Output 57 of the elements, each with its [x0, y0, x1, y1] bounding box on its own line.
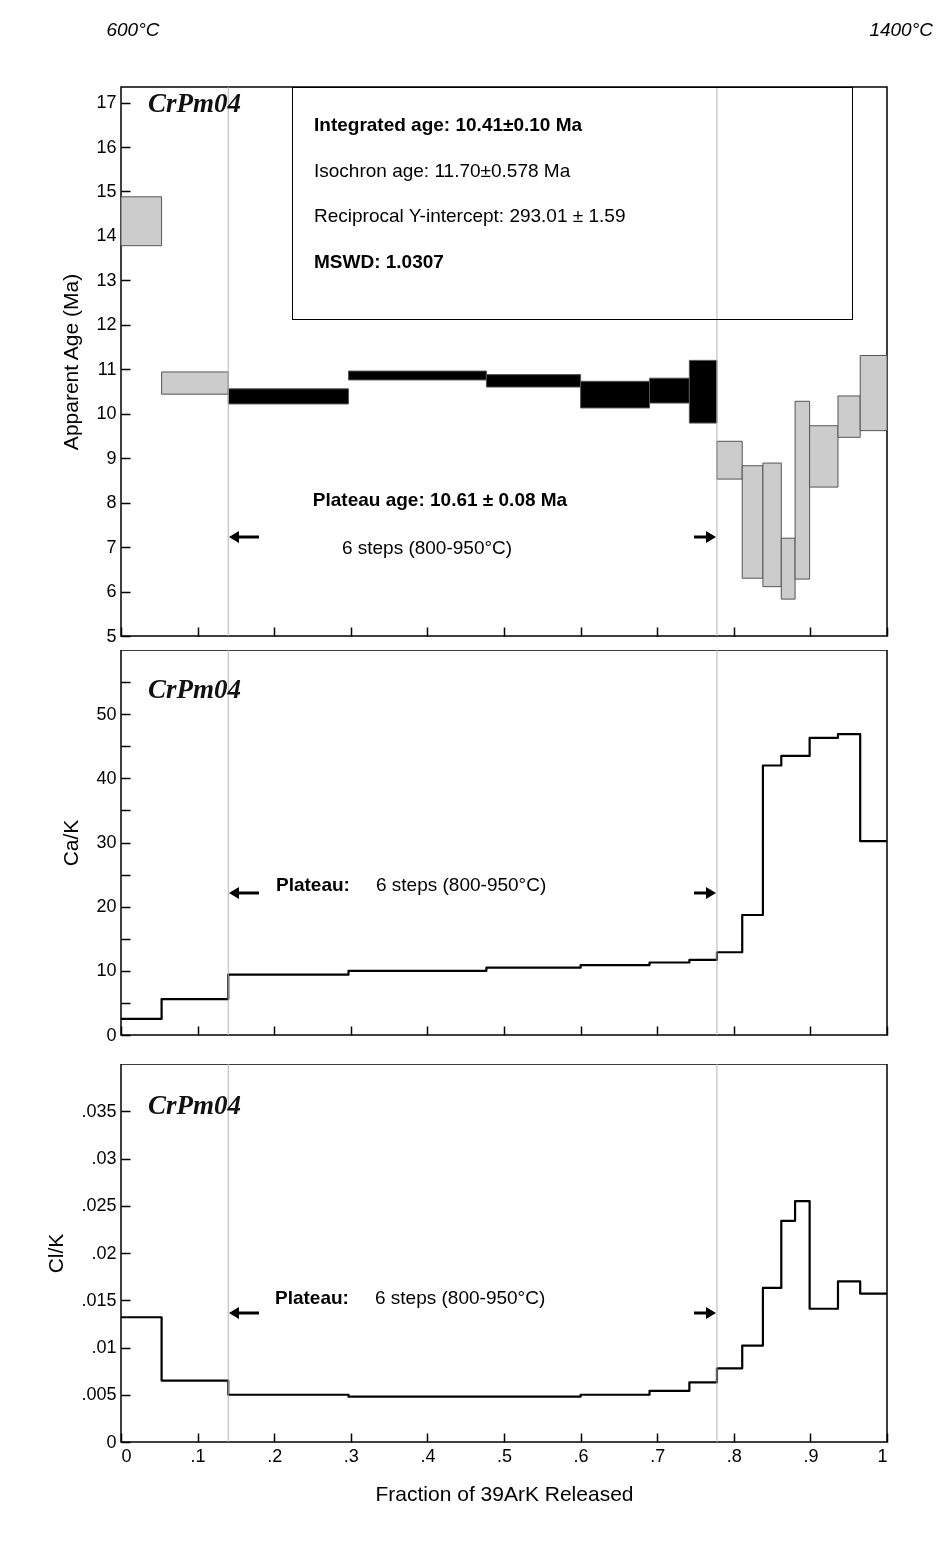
chart-title: CrPm04 [148, 88, 242, 118]
x-tick-label: .7 [650, 1445, 666, 1466]
y-tick-label: 15 [96, 180, 117, 201]
x-tick-label: .4 [420, 1445, 436, 1466]
x-tick-label: .3 [343, 1445, 359, 1466]
y-tick-label: 0 [106, 1024, 117, 1045]
y-tick-label: 7 [106, 536, 117, 557]
y-tick-label: 16 [96, 136, 117, 157]
x-tick-label: .8 [726, 1445, 742, 1466]
y-tick-label: 20 [96, 896, 117, 917]
y-axis-title: Apparent Age (Ma) [59, 273, 83, 451]
y-tick-label: .005 [81, 1384, 117, 1405]
y-tick-label: 10 [96, 403, 117, 424]
text: 600°C [106, 19, 160, 40]
y-tick-label: 17 [96, 92, 117, 113]
y-tick-label: 6 [106, 581, 117, 602]
annotation: Integrated age: 10.41±0.10 Ma [314, 114, 583, 135]
y-tick-label: 10 [96, 960, 117, 981]
y-tick-label: .03 [91, 1148, 117, 1168]
y-tick-label: 40 [96, 767, 117, 788]
y-tick-label: 9 [106, 447, 117, 468]
y-tick-label: 13 [96, 269, 117, 290]
x-tick-label: .1 [190, 1445, 206, 1466]
y-tick-label: 50 [96, 703, 117, 724]
annotation: Plateau age: 10.61 ± 0.08 Ma [312, 489, 568, 510]
annotation: Isochron age: 11.70±0.578 Ma [314, 160, 571, 181]
x-tick-label: .2 [267, 1445, 283, 1466]
y-tick-label: 30 [96, 832, 117, 852]
annotation: 6 steps (800-950°C) [341, 537, 513, 558]
y-tick-label: 14 [96, 225, 117, 246]
x-axis-title: Fraction of 39ArK Released [375, 1481, 634, 1505]
annotation: Plateau: [276, 874, 350, 895]
y-tick-label: .02 [91, 1242, 117, 1263]
annotation: 6 steps (800-950°C) [375, 1287, 546, 1308]
annotation: Plateau: [275, 1287, 349, 1308]
y-axis-title: Ca/K [59, 819, 83, 867]
y-tick-label: .01 [91, 1337, 117, 1357]
x-tick-label: 0 [121, 1445, 132, 1466]
x-tick-label: 1 [877, 1445, 888, 1466]
annotation: 6 steps (800-950°C) [376, 874, 547, 895]
y-tick-label: .025 [81, 1195, 117, 1216]
y-tick-label: .035 [81, 1100, 117, 1121]
text: CrPm04 [148, 1090, 242, 1120]
y-tick-label: 5 [106, 625, 117, 646]
y-tick-label: 11 [97, 358, 117, 379]
x-tick-label: .9 [803, 1445, 819, 1466]
annotation: Reciprocal Y-intercept: 293.01 ± 1.59 [314, 205, 626, 226]
annotation: MSWD: 1.0307 [314, 251, 444, 272]
x-tick-label: .6 [573, 1445, 589, 1466]
y-tick-label: 0 [106, 1431, 117, 1452]
text: CrPm04 [148, 674, 242, 704]
text: 1400°C [869, 19, 934, 40]
y-tick-label: 8 [106, 492, 117, 513]
y-tick-label: 12 [96, 314, 117, 335]
x-tick-label: .5 [496, 1445, 513, 1466]
y-tick-label: .015 [81, 1289, 117, 1310]
y-axis-title: Cl/K [44, 1233, 68, 1274]
